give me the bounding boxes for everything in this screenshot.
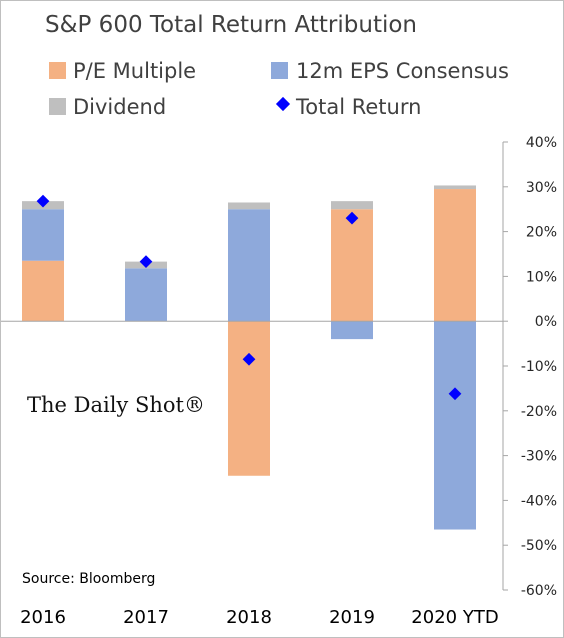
y-tick-label: -10% [521,359,557,375]
total-return-marker-2018 [242,352,256,366]
y-axis: 40% 30% 20% 10% 0% -10% -20% -30% -40% -50% -60% [1,135,557,599]
bar-12m-eps-consensus-2017 [125,268,167,322]
watermark-logo: The Daily Shot® [27,393,205,417]
bar-p-e-multiple-2016 [22,260,64,322]
legend-swatch-pe-multiple [49,62,66,79]
x-tick-label-2017: 2017 [123,607,169,628]
x-tick-label-2016: 2016 [20,607,66,628]
y-tick-label: 30% [526,180,557,196]
total-return-marker-2016 [36,194,50,208]
bar-dividend-2018 [228,202,270,210]
bar-p-e-multiple-2019 [331,209,373,322]
y-tick-label: -20% [521,404,557,420]
bar-12m-eps-consensus-2020-ytd [434,321,476,530]
legend: P/E Multiple 12m EPS Consensus Dividend … [49,59,509,119]
total-return-marker-2020-ytd [448,387,462,401]
x-tick-label-2019: 2019 [329,607,375,628]
source-note: Source: Bloomberg [22,571,155,587]
bar-p-e-multiple-2018 [228,321,270,476]
legend-swatch-dividend [49,98,66,115]
legend-label-dividend: Dividend [73,95,166,119]
legend-swatch-eps-consensus [271,62,288,79]
total-return-markers [36,194,462,401]
x-tick-label-2018: 2018 [226,607,272,628]
y-tick-label: -60% [521,583,557,599]
legend-label-pe-multiple: P/E Multiple [73,59,196,83]
total-return-marker-2017 [139,255,153,268]
y-tick-label: -30% [521,449,557,465]
y-tick-label: 0% [535,314,557,330]
y-tick-label: 10% [526,269,557,285]
bar-dividend-2020-ytd [434,185,476,190]
y-tick-label: -50% [521,538,557,554]
bar-12m-eps-consensus-2018 [228,209,270,322]
total-return-marker-2019 [345,211,359,225]
legend-label-eps-consensus: 12m EPS Consensus [296,59,509,83]
bar-12m-eps-consensus-2016 [22,209,64,261]
bar-12m-eps-consensus-2019 [331,321,373,340]
legend-label-total-return: Total Return [295,95,421,119]
y-tick-label: 20% [526,225,557,241]
bar-p-e-multiple-2020-ytd [434,189,476,322]
x-axis: 2016 2017 2018 2019 2020 YTD [20,607,499,628]
x-tick-label-2020-ytd: 2020 YTD [411,607,498,628]
bars [22,185,476,530]
bar-dividend-2019 [331,201,373,210]
legend-marker-total-return [275,96,291,112]
y-tick-label: 40% [526,135,557,151]
y-tick-label: -40% [521,493,557,509]
chart-title: S&P 600 Total Return Attribution [45,12,417,38]
